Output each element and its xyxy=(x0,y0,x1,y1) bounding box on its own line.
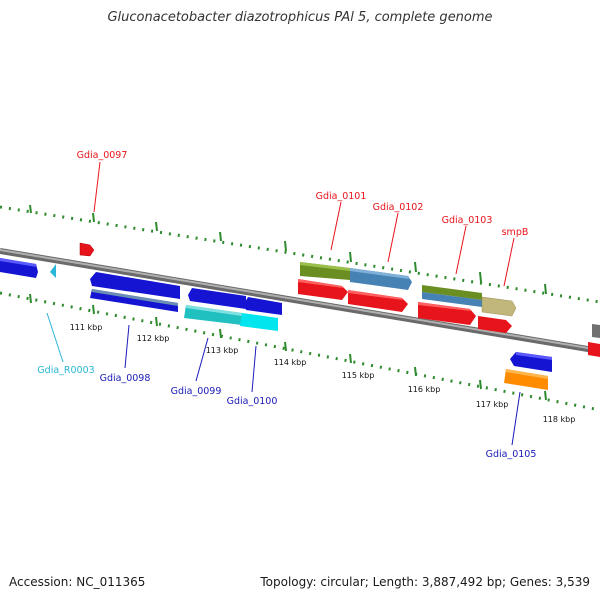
gene-arrow-gdia-0105-blue[interactable] xyxy=(510,352,552,372)
gene-arrow-red-mid-3[interactable] xyxy=(418,302,476,325)
kbp-label: 117 kbp xyxy=(476,400,509,409)
genome-backbone xyxy=(0,248,600,354)
leader-lines xyxy=(46,161,521,446)
accession-text: Accession: NC_011365 xyxy=(9,575,146,589)
upper-tick-track xyxy=(0,204,600,304)
gene-arrow-right-edge-red[interactable] xyxy=(588,342,600,357)
gene-arrow-smpb[interactable] xyxy=(481,296,517,317)
map-title: Gluconacetobacter diazotrophicus PAl 5, … xyxy=(107,10,493,25)
gene-arrow-left-blue[interactable] xyxy=(0,258,38,278)
gene-arrow-gdia-0101[interactable] xyxy=(300,262,350,280)
gene-arrow-gdia-0103[interactable] xyxy=(422,285,482,307)
gene-label-gdia-0098[interactable]: Gdia_0098 xyxy=(100,373,151,384)
gene-arrow-gdia-0098[interactable] xyxy=(90,272,180,312)
gene-arrow-gdia-r0003[interactable] xyxy=(50,264,56,278)
gene-label-gdia-0105[interactable]: Gdia_0105 xyxy=(486,449,537,460)
kbp-label: 118 kbp xyxy=(543,415,576,424)
kbp-label: 115 kbp xyxy=(342,371,375,380)
gene-arrow-gdia-0102[interactable] xyxy=(350,268,412,290)
kbp-label: 116 kbp xyxy=(408,385,441,394)
kbp-label: 114 kbp xyxy=(274,358,307,367)
gene-label-gdia-0101[interactable]: Gdia_0101 xyxy=(316,191,367,202)
gene-label-smpb[interactable]: smpB xyxy=(502,227,529,238)
gene-label-gdia-0099[interactable]: Gdia_0099 xyxy=(171,386,222,397)
gene-arrow-gdia-0100[interactable] xyxy=(240,297,282,331)
gene-arrow-gdia-0097[interactable] xyxy=(79,242,95,257)
kbp-label: 111 kbp xyxy=(70,323,103,332)
gene-label-gdia-0102[interactable]: Gdia_0102 xyxy=(373,202,424,213)
gene-label-gdia-0100[interactable]: Gdia_0100 xyxy=(227,396,278,407)
gene-label-gdia-r0003[interactable]: Gdia_R0003 xyxy=(37,365,94,376)
kbp-labels: 111 kbp 112 kbp 113 kbp 114 kbp 115 kbp … xyxy=(70,323,576,424)
gene-arrow-right-edge-grey[interactable] xyxy=(592,324,600,338)
gene-arrow-red-mid-4[interactable] xyxy=(478,316,512,333)
kbp-label: 113 kbp xyxy=(206,346,239,355)
gene-arrow-gdia-0105-orange[interactable] xyxy=(504,369,548,390)
gene-labels-bottom: Gdia_R0003 Gdia_0098 Gdia_0099 Gdia_0100… xyxy=(37,365,536,460)
kbp-label: 112 kbp xyxy=(137,334,170,343)
gene-label-gdia-0097[interactable]: Gdia_0097 xyxy=(77,150,128,161)
gene-labels-top: Gdia_0097 Gdia_0101 Gdia_0102 Gdia_0103 … xyxy=(77,150,529,238)
gene-arrow-red-mid-2[interactable] xyxy=(348,290,408,312)
gene-arrow-red-mid-1[interactable] xyxy=(298,279,348,300)
lower-tick-track xyxy=(0,291,600,412)
gene-arrow-gdia-0099[interactable] xyxy=(184,288,246,325)
gene-label-gdia-0103[interactable]: Gdia_0103 xyxy=(442,215,493,226)
genome-stats-text: Topology: circular; Length: 3,887,492 bp… xyxy=(260,575,590,589)
